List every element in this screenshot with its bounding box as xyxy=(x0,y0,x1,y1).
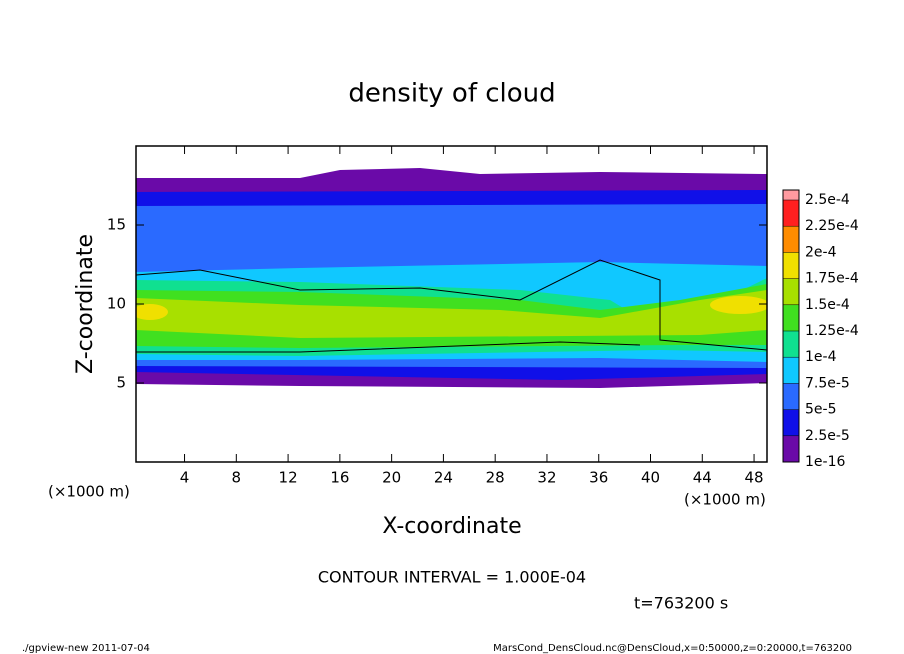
colorbar-label: 1.75e-4 xyxy=(805,271,859,287)
x-tick-label: 12 xyxy=(279,469,298,487)
footer-left: ./gpview-new 2011-07-04 xyxy=(22,643,150,654)
x-tick-label: 44 xyxy=(693,469,712,487)
x-tick-label: 40 xyxy=(641,469,660,487)
colorbar-bin xyxy=(783,226,799,253)
x-tick-label: 20 xyxy=(382,469,401,487)
x-axis-label: X-coordinate xyxy=(382,514,521,539)
colorbar-bin xyxy=(783,278,799,305)
chart-title: density of cloud xyxy=(348,79,555,109)
colorbar-bin xyxy=(783,383,799,410)
colorbar-bin xyxy=(783,435,799,462)
colorbar-label: 7.5e-5 xyxy=(805,375,850,391)
density-field xyxy=(136,168,767,388)
contour-interval: CONTOUR INTERVAL = 1.000E-04 xyxy=(318,568,586,587)
y-tick-label: 5 xyxy=(116,374,126,392)
colorbar-bin xyxy=(783,331,799,358)
x-tick-label: 8 xyxy=(232,469,242,487)
colorbar-label: 2.5e-5 xyxy=(805,428,850,444)
colorbar-label: 5e-5 xyxy=(805,402,836,418)
colorbar-label: 1e-16 xyxy=(805,454,845,470)
y-tick-label: 10 xyxy=(107,295,126,313)
colorbar-frame xyxy=(782,189,800,463)
footer-right: MarsCond_DensCloud.nc@DensCloud,x=0:5000… xyxy=(493,643,852,654)
colorbar-label: 2e-4 xyxy=(805,244,837,260)
colorbar-bin xyxy=(783,357,799,384)
colorbar-label: 1.5e-4 xyxy=(805,297,850,313)
colorbar-bin xyxy=(783,200,799,227)
colorbar-label: 2.5e-4 xyxy=(805,192,850,208)
x-tick-label: 48 xyxy=(745,469,764,487)
x-tick-label: 28 xyxy=(486,469,505,487)
colorbar-bin xyxy=(783,409,799,436)
x-tick-label: 24 xyxy=(434,469,453,487)
y-tick-label: 15 xyxy=(107,216,126,234)
colorbar-bin xyxy=(783,304,799,331)
y-axis-label: Z-coordinate xyxy=(73,234,98,374)
colorbar-label: 1.25e-4 xyxy=(805,323,859,339)
x-tick-label: 36 xyxy=(589,469,608,487)
colorbar-bin xyxy=(783,252,799,279)
x-tick-label: 4 xyxy=(180,469,190,487)
colorbar-label: 2.25e-4 xyxy=(805,218,859,234)
time-label: t=763200 s xyxy=(634,594,728,613)
x-tick-label: 16 xyxy=(330,469,349,487)
colorbar-bin xyxy=(783,190,799,200)
colorbar-label: 1e-4 xyxy=(805,349,837,365)
x-unit-left: (×1000 m) xyxy=(48,483,130,501)
x-unit-right: (×1000 m) xyxy=(684,491,766,509)
x-tick-label: 32 xyxy=(537,469,556,487)
